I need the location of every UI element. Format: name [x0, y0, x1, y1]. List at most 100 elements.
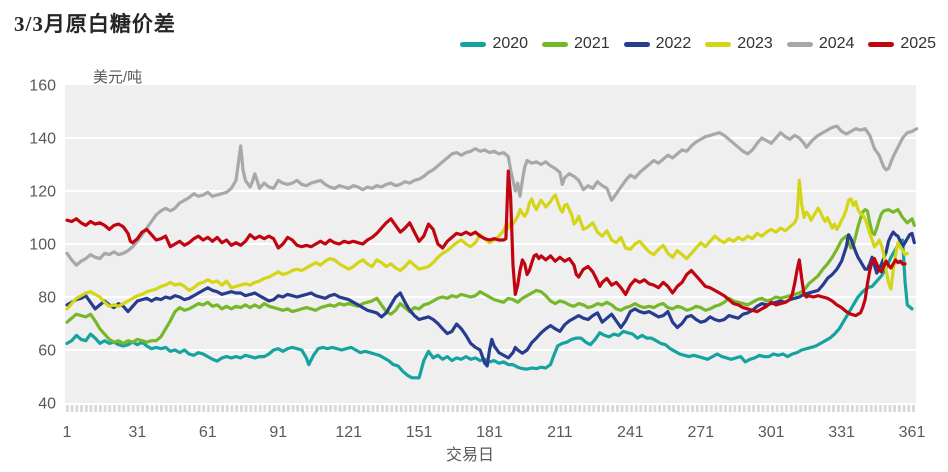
x-minor-tick	[691, 405, 694, 412]
x-minor-tick	[578, 405, 582, 412]
x-minor-tick	[470, 405, 474, 412]
x-minor-tick	[103, 405, 107, 412]
x-axis-title: 交易日	[445, 447, 494, 464]
x-minor-tick	[230, 405, 234, 412]
x-minor-tick	[136, 405, 140, 412]
x-minor-tick	[648, 405, 652, 412]
x-minor-tick	[352, 405, 356, 412]
x-minor-tick	[531, 405, 535, 412]
x-minor-tick	[380, 405, 384, 412]
x-minor-tick	[761, 405, 765, 412]
x-minor-tick	[117, 405, 121, 412]
x-minor-tick	[178, 405, 182, 412]
x-minor-tick	[437, 405, 441, 412]
x-minor-tick	[150, 405, 154, 412]
x-minor-tick	[700, 405, 704, 412]
x-minor-tick	[108, 405, 112, 412]
legend-swatch-icon-2025	[868, 41, 895, 47]
x-minor-tick	[705, 405, 709, 412]
x-tick-label-361: 361	[899, 424, 926, 441]
x-minor-tick	[780, 405, 784, 412]
x-minor-tick	[404, 405, 408, 412]
x-minor-tick	[677, 405, 680, 412]
x-minor-tick	[197, 405, 201, 412]
x-minor-tick	[902, 405, 906, 412]
x-minor-tick	[719, 405, 723, 412]
x-tick-label-1: 1	[63, 424, 72, 441]
series-line-2025	[65, 169, 907, 318]
x-minor-tick	[493, 405, 497, 412]
x-minor-tick	[498, 405, 502, 412]
x-tick-label-331: 331	[828, 424, 855, 441]
x-minor-tick	[766, 405, 770, 412]
x-minor-tick	[145, 405, 149, 412]
x-tick-label-241: 241	[617, 424, 644, 441]
x-minor-tick	[456, 405, 459, 412]
x-minor-tick	[536, 405, 539, 412]
x-minor-tick	[413, 405, 417, 412]
x-minor-tick	[343, 405, 347, 412]
x-tick-label-271: 271	[687, 424, 714, 441]
x-minor-tick	[545, 405, 549, 412]
y-tick-label-40: 40	[38, 396, 56, 413]
x-minor-tick	[667, 405, 671, 412]
x-minor-tick	[113, 405, 116, 412]
x-minor-tick	[799, 405, 803, 412]
x-minor-tick	[225, 405, 229, 412]
x-minor-tick	[70, 405, 74, 412]
legend-swatch-icon-2021	[542, 41, 569, 47]
x-minor-tick	[813, 405, 817, 412]
x-minor-tick	[183, 405, 187, 412]
x-minor-tick	[540, 405, 544, 412]
x-minor-tick	[207, 405, 210, 412]
x-minor-tick	[662, 405, 666, 412]
x-minor-tick	[841, 405, 845, 412]
x-minor-tick	[489, 405, 492, 412]
legend-label: 2021	[574, 35, 610, 52]
x-minor-tick	[615, 405, 619, 412]
x-minor-tick	[550, 405, 553, 412]
x-minor-tick	[211, 405, 215, 412]
x-minor-tick	[131, 405, 135, 412]
x-minor-tick	[832, 405, 835, 412]
x-minor-tick	[122, 405, 126, 412]
x-minor-tick	[249, 405, 253, 412]
x-minor-tick	[263, 405, 267, 412]
x-minor-tick	[75, 405, 79, 412]
x-minor-tick	[333, 405, 337, 412]
x-minor-tick	[362, 405, 365, 412]
x-minor-tick	[291, 405, 295, 412]
x-minor-tick	[568, 405, 572, 412]
legend-label: 2023	[737, 35, 773, 52]
x-minor-tick	[912, 405, 915, 412]
x-minor-tick	[573, 405, 577, 412]
x-minor-tick	[554, 405, 558, 412]
y-axis-unit-label: 美元/吨	[93, 69, 143, 86]
x-minor-tick	[897, 405, 901, 412]
x-minor-tick	[155, 405, 159, 412]
x-minor-tick	[517, 405, 521, 412]
x-minor-tick	[611, 405, 615, 412]
x-minor-tick	[202, 405, 206, 412]
x-minor-tick	[865, 405, 868, 412]
legend-swatch-icon-2024	[786, 41, 813, 47]
y-tick-label-100: 100	[29, 237, 56, 254]
x-minor-tick	[324, 405, 328, 412]
series-line-2020	[65, 238, 914, 380]
x-minor-tick	[714, 405, 718, 412]
x-minor-tick	[747, 405, 751, 412]
legend-item-2024: 2024	[786, 36, 854, 52]
legend-item-2023: 2023	[705, 36, 773, 52]
x-minor-tick	[66, 405, 69, 412]
x-minor-tick	[348, 405, 351, 412]
x-minor-tick	[366, 405, 370, 412]
x-tick-label-211: 211	[547, 424, 573, 441]
series-line-2024	[65, 124, 919, 267]
legend-label: 2022	[655, 35, 692, 52]
x-minor-tick	[474, 405, 478, 412]
x-minor-tick	[221, 405, 224, 412]
x-minor-tick	[559, 405, 563, 412]
x-minor-tick	[329, 405, 333, 412]
